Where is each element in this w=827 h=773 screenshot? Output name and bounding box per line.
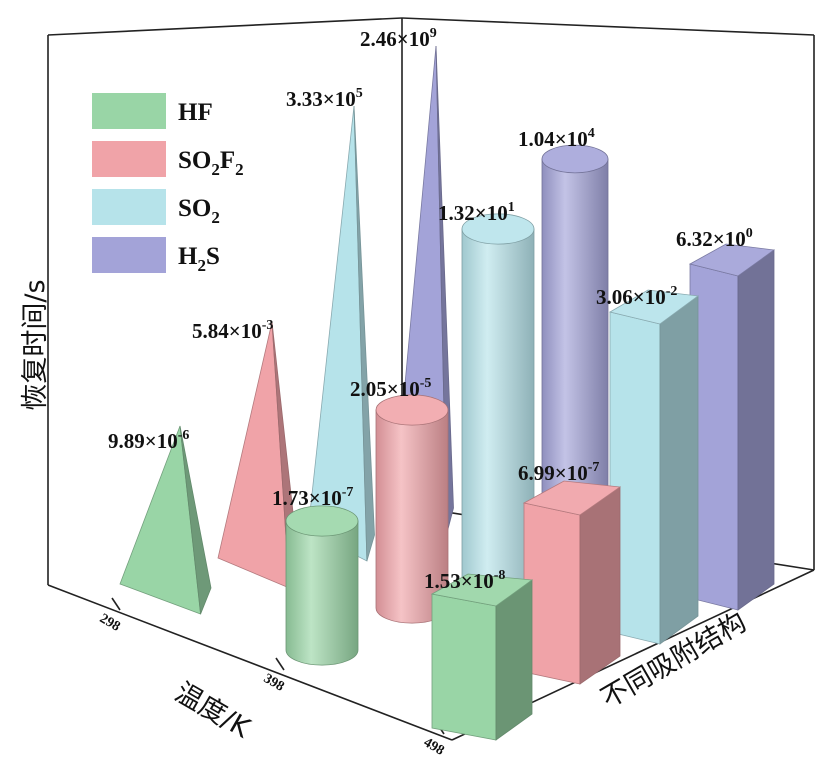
data-label: 3.06×10-2 — [596, 284, 677, 309]
bar-so2-498 — [608, 289, 700, 645]
axis-frame-line — [47, 584, 453, 741]
bar-hf-498 — [430, 573, 534, 741]
x-axis-title: 温度/K — [170, 677, 257, 745]
data-label-exponent: 1 — [508, 200, 515, 215]
pyramid-side-face — [179, 425, 212, 615]
pyramid-front-face — [119, 425, 202, 615]
data-label-exponent: 4 — [588, 126, 595, 141]
data-label: 2.46×109 — [360, 26, 437, 51]
bar-so2f2-398 — [375, 394, 449, 624]
data-label-exponent: -7 — [588, 460, 600, 475]
chart-marks — [119, 45, 776, 741]
data-label-mantissa: 1.73 — [272, 486, 309, 510]
x-axis-tick-label: 298 — [97, 611, 123, 634]
cylinder-top — [461, 213, 535, 245]
cylinder-body — [285, 520, 359, 666]
data-label: 1.04×104 — [518, 126, 595, 151]
cylinder-top — [541, 144, 609, 174]
legend-item: H2S — [92, 237, 220, 275]
data-label-exponent: 0 — [746, 226, 753, 241]
bar-h2s-498 — [688, 243, 776, 611]
data-label-mantissa: 2.46 — [360, 27, 397, 51]
axis-frame-line — [401, 17, 815, 36]
pyramid-side-face — [435, 45, 454, 535]
cylinder-top — [285, 505, 359, 537]
data-label-exponent: 9 — [430, 26, 437, 41]
legend-item: HF — [92, 93, 213, 129]
data-label-exponent: -6 — [178, 428, 190, 443]
data-label: 1.32×101 — [438, 200, 515, 225]
data-label-mantissa: 1.04 — [518, 127, 555, 151]
legend-swatch — [92, 93, 166, 129]
data-label-mantissa: 9.89 — [108, 429, 145, 453]
data-label-mantissa: 2.05 — [350, 377, 387, 401]
data-label-mantissa: 6.99 — [518, 461, 555, 485]
chart-data-labels: 9.89×10-6 5.84×10-3 3.33×105 2.46×109 1.73×1… — [108, 26, 753, 593]
legend-label: SO2 — [178, 195, 220, 227]
legend-swatch — [92, 189, 166, 225]
legend-item: SO2F2 — [92, 141, 244, 179]
data-label-exponent: 5 — [356, 86, 363, 101]
x-axis-tick-label: 498 — [421, 735, 447, 758]
pyramid-front-face — [217, 321, 290, 589]
legend-label: H2S — [178, 243, 220, 275]
legend-swatch — [92, 141, 166, 177]
cylinder-top — [375, 394, 449, 426]
data-label-mantissa: 1.32 — [438, 201, 475, 225]
x-axis-tick-mark — [275, 657, 285, 671]
data-label-mantissa: 1.53 — [424, 569, 461, 593]
data-label-exponent: -5 — [420, 376, 432, 391]
data-label-exponent: -3 — [262, 318, 274, 333]
data-label: 6.32×100 — [676, 226, 753, 251]
data-label: 6.99×10-7 — [518, 460, 599, 485]
data-label-mantissa: 3.33 — [286, 87, 323, 111]
data-label-mantissa: 5.84 — [192, 319, 229, 343]
legend-label: HF — [178, 99, 213, 126]
data-label: 1.73×10-7 — [272, 485, 353, 510]
bar-so2-398 — [461, 213, 535, 596]
axis-frame-line — [47, 17, 403, 36]
data-label-exponent: -2 — [666, 284, 678, 299]
data-label-exponent: -7 — [342, 485, 354, 500]
data-label-mantissa: 6.32 — [676, 227, 713, 251]
data-label: 1.53×10-8 — [424, 568, 505, 593]
y-axis-title: 恢复时间/s — [20, 279, 51, 410]
data-label: 9.89×10-6 — [108, 428, 189, 453]
box-side-face — [495, 579, 533, 741]
data-label-exponent: -8 — [494, 568, 506, 583]
box-side-face — [579, 486, 621, 685]
box-side-face — [737, 249, 775, 611]
box-side-face — [659, 295, 699, 645]
chart-legend: HF SO2F2 SO2 H2S — [92, 93, 244, 275]
cylinder-body — [461, 228, 535, 596]
bar-so2f2-498 — [522, 480, 622, 685]
x-axis-tick-mark — [111, 597, 121, 611]
box-top-face — [430, 573, 534, 607]
legend-item: SO2 — [92, 189, 220, 227]
pyramid-side-face — [353, 105, 375, 562]
box-front-face — [431, 593, 497, 741]
data-label: 3.33×105 — [286, 86, 363, 111]
data-label: 5.84×10-3 — [192, 318, 273, 343]
data-label-mantissa: 3.06 — [596, 285, 633, 309]
data-label: 2.05×10-5 — [350, 376, 431, 401]
legend-label: SO2F2 — [178, 147, 244, 179]
legend-swatch — [92, 237, 166, 273]
box-top-face — [608, 289, 700, 325]
box-top-face — [688, 243, 776, 277]
bar-hf-398 — [285, 505, 359, 666]
box-top-face — [522, 480, 622, 516]
bar-hf-298 — [119, 425, 212, 615]
